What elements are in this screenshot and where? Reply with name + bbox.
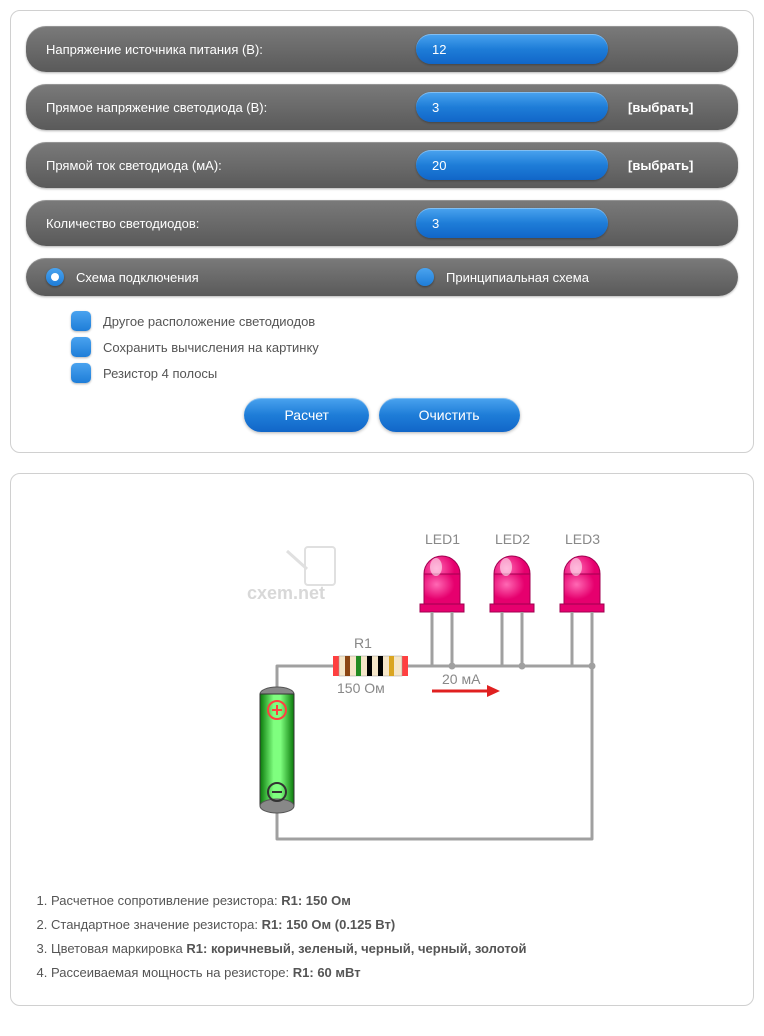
choose-led-current[interactable]: [выбрать] xyxy=(628,158,693,173)
row-led-count: Количество светодиодов: xyxy=(26,200,738,246)
checkbox-label: Резистор 4 полосы xyxy=(103,366,217,381)
radio-schematic[interactable]: Принципиальная схема xyxy=(416,268,589,286)
circuit-diagram: cxem.netR1150 Ом20 мАLED1LED2LED3 xyxy=(26,489,738,877)
checkbox-label: Другое расположение светодиодов xyxy=(103,314,315,329)
label-led-voltage: Прямое напряжение светодиода (В): xyxy=(46,100,416,115)
row-led-voltage: Прямое напряжение светодиода (В): [выбра… xyxy=(26,84,738,130)
result-item: Расчетное сопротивление резистора: R1: 1… xyxy=(51,890,738,912)
label-led-count: Количество светодиодов: xyxy=(46,216,416,231)
input-led-voltage[interactable] xyxy=(416,92,608,122)
radio-wiring-diagram[interactable]: Схема подключения xyxy=(46,268,416,286)
label-supply-voltage: Напряжение источника питания (В): xyxy=(46,42,416,57)
svg-text:150 Ом: 150 Ом xyxy=(337,680,385,696)
results-list: Расчетное сопротивление резистора: R1: 1… xyxy=(26,890,738,984)
result-item: Стандартное значение резистора: R1: 150 … xyxy=(51,914,738,936)
input-led-current[interactable] xyxy=(416,150,608,180)
clear-button[interactable]: Очистить xyxy=(379,398,520,432)
results-panel: cxem.netR1150 Ом20 мАLED1LED2LED3 Расчет… xyxy=(10,473,754,1006)
checkbox-other-layout[interactable]: Другое расположение светодиодов xyxy=(71,311,738,331)
input-led-count[interactable] xyxy=(416,208,608,238)
svg-text:LED2: LED2 xyxy=(495,531,530,547)
checkbox-4band[interactable]: Резистор 4 полосы xyxy=(71,363,738,383)
svg-text:LED3: LED3 xyxy=(565,531,600,547)
input-supply-voltage[interactable] xyxy=(416,34,608,64)
radio-circle-icon xyxy=(46,268,64,286)
button-row: Расчет Очистить xyxy=(26,398,738,432)
radio-circle-icon xyxy=(416,268,434,286)
result-item: Рассеиваемая мощность на резисторе: R1: … xyxy=(51,962,738,984)
checkbox-label: Сохранить вычисления на картинку xyxy=(103,340,319,355)
radio-label-schematic: Принципиальная схема xyxy=(446,270,589,285)
svg-text:20 мА: 20 мА xyxy=(442,671,481,687)
checkbox-block: Другое расположение светодиодов Сохранит… xyxy=(71,311,738,383)
svg-text:R1: R1 xyxy=(354,635,372,651)
calculator-form-panel: Напряжение источника питания (В): Прямое… xyxy=(10,10,754,453)
calculate-button[interactable]: Расчет xyxy=(244,398,369,432)
choose-led-voltage[interactable]: [выбрать] xyxy=(628,100,693,115)
circuit-svg: cxem.netR1150 Ом20 мАLED1LED2LED3 xyxy=(142,509,622,869)
checkbox-box-icon xyxy=(71,363,91,383)
radio-row-scheme: Схема подключения Принципиальная схема xyxy=(26,258,738,296)
checkbox-box-icon xyxy=(71,337,91,357)
row-led-current: Прямой ток светодиода (мА): [выбрать] xyxy=(26,142,738,188)
radio-label-wiring: Схема подключения xyxy=(76,270,199,285)
checkbox-save-image[interactable]: Сохранить вычисления на картинку xyxy=(71,337,738,357)
row-supply-voltage: Напряжение источника питания (В): xyxy=(26,26,738,72)
label-led-current: Прямой ток светодиода (мА): xyxy=(46,158,416,173)
svg-text:LED1: LED1 xyxy=(425,531,460,547)
checkbox-box-icon xyxy=(71,311,91,331)
result-item: Цветовая маркировка R1: коричневый, зеле… xyxy=(51,938,738,960)
